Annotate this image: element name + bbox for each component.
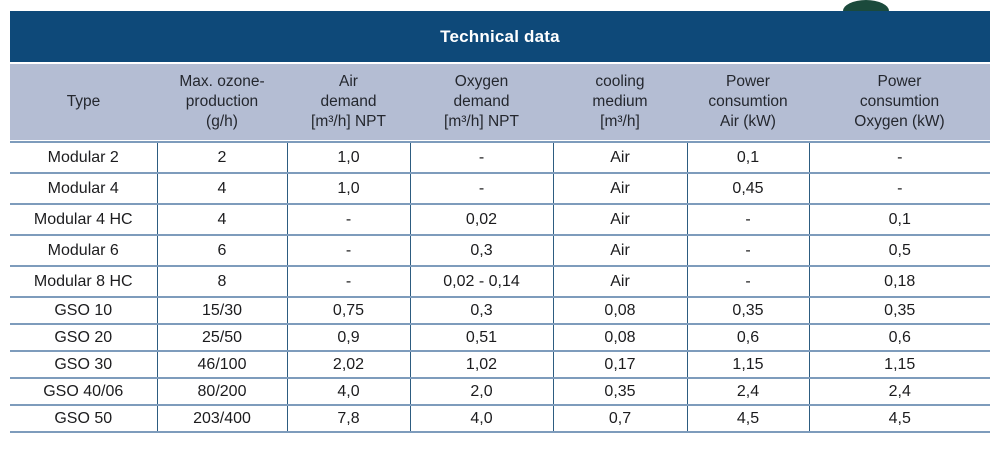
data-cell: 0,7 <box>552 405 687 433</box>
data-cell: 0,6 <box>686 324 809 352</box>
data-cell: 0,75 <box>286 297 410 325</box>
data-cell: 0,35 <box>552 378 687 406</box>
row-label: Modular 6 <box>10 235 157 267</box>
technical-data-table: Technical data Type Max. ozone- producti… <box>10 11 990 433</box>
data-cell: 0,08 <box>552 324 687 352</box>
data-cell: 0,9 <box>286 324 410 352</box>
data-cell: 0,45 <box>686 173 809 205</box>
data-cell: - <box>686 235 809 267</box>
data-cell: - <box>808 141 990 174</box>
data-cell: 0,35 <box>808 297 990 325</box>
data-cell: 80/200 <box>156 378 287 406</box>
data-cell: Air <box>552 173 687 205</box>
data-cell: 0,1 <box>808 204 990 236</box>
table-row: Modular 6 6-0,3 Air -0,5 <box>10 235 990 267</box>
data-cell: 0,35 <box>686 297 809 325</box>
data-cell: 15/30 <box>156 297 287 325</box>
data-cell: Air <box>552 141 687 174</box>
row-label: GSO 40/06 <box>10 378 157 406</box>
table-row: Modular 4 4 1,0- Air 0,45- <box>10 173 990 205</box>
table-row: GSO 20 25/50 0,9 0,51 0,08 0,6 0,6 <box>10 324 990 352</box>
data-cell: 1,0 <box>286 141 410 174</box>
green-logo-fragment <box>843 0 889 11</box>
data-cell: 1,02 <box>409 351 553 379</box>
data-cell: 1,15 <box>686 351 809 379</box>
row-label: Modular 4 <box>10 173 157 205</box>
table-title: Technical data <box>440 26 560 46</box>
column-header-ozone-production: Max. ozone- production (g/h) <box>179 73 265 130</box>
data-cell: - <box>686 266 809 298</box>
table-title-bar: Technical data <box>10 11 990 62</box>
table-row: GSO 30 46/100 2,02 1,02 0,17 1,15 1,15 <box>10 351 990 379</box>
data-cell: 2,02 <box>286 351 410 379</box>
data-cell: 0,08 <box>552 297 687 325</box>
data-cell: 1,15 <box>808 351 990 379</box>
data-cell: - <box>286 266 410 298</box>
data-cell: 0,3 <box>409 235 553 267</box>
data-cell: - <box>286 235 410 267</box>
table-row: GSO 10 15/30 0,75 0,3 0,08 0,35 0,35 <box>10 297 990 325</box>
column-header-type: Type <box>66 93 101 111</box>
table-body: Modular 2 2 1,0- Air 0,1- Modular 4 4 1,0- Air 0,… <box>10 141 990 433</box>
data-cell: 25/50 <box>156 324 287 352</box>
data-cell: 4 <box>156 204 287 236</box>
data-cell: 7,8 <box>286 405 410 433</box>
table-header-row: Type Max. ozone- production (g/h) Air de… <box>10 64 990 140</box>
data-cell: 4,5 <box>808 405 990 433</box>
column-header-power-consumption-oxygen: Power consumtion Oxygen (kW) <box>854 73 945 130</box>
data-cell: 0,02 - 0,14 <box>409 266 553 298</box>
data-cell: 2,4 <box>808 378 990 406</box>
table-row: Modular 2 2 1,0- Air 0,1- <box>10 141 990 174</box>
data-cell: Air <box>552 204 687 236</box>
column-header-oxygen-demand: Oxygen demand [m³/h] NPT <box>444 73 519 130</box>
data-cell: 0,18 <box>808 266 990 298</box>
data-cell: 0,17 <box>552 351 687 379</box>
data-cell: - <box>409 141 553 174</box>
row-label: GSO 20 <box>10 324 157 352</box>
data-cell: 4,0 <box>409 405 553 433</box>
data-cell: 2,4 <box>686 378 809 406</box>
data-cell: - <box>409 173 553 205</box>
data-cell: 203/400 <box>156 405 287 433</box>
data-cell: 0,6 <box>808 324 990 352</box>
data-cell: 6 <box>156 235 287 267</box>
table-row: GSO 40/06 80/200 4,0 2,0 0,35 2,4 2,4 <box>10 378 990 406</box>
row-label: GSO 10 <box>10 297 157 325</box>
data-cell: 0,02 <box>409 204 553 236</box>
data-cell: - <box>686 204 809 236</box>
data-cell: 0,1 <box>686 141 809 174</box>
data-cell: - <box>808 173 990 205</box>
table-body-grid: Modular 2 2 1,0- Air 0,1- Modular 4 4 1,0- Air 0,… <box>10 141 990 433</box>
table-row: GSO 50 203/400 7,8 4,0 0,7 4,5 4,5 <box>10 405 990 433</box>
data-cell: 2 <box>156 141 287 174</box>
data-cell: 0,51 <box>409 324 553 352</box>
data-cell: Air <box>552 235 687 267</box>
data-cell: 8 <box>156 266 287 298</box>
data-cell: 4 <box>156 173 287 205</box>
column-header-cooling-medium: cooling medium [m³/h] <box>592 73 648 130</box>
table-row: Modular 4 HC 4-0,02 Air -0,1 <box>10 204 990 236</box>
data-cell: - <box>286 204 410 236</box>
table-row: Modular 8 HC 8-0,02 - 0,14 Air -0,18 <box>10 266 990 298</box>
data-cell: 4,0 <box>286 378 410 406</box>
data-cell: 4,5 <box>686 405 809 433</box>
row-label: Modular 8 HC <box>10 266 157 298</box>
data-cell: 2,0 <box>409 378 553 406</box>
row-label: GSO 50 <box>10 405 157 433</box>
data-cell: 0,3 <box>409 297 553 325</box>
data-cell: 46/100 <box>156 351 287 379</box>
data-cell: 0,5 <box>808 235 990 267</box>
data-cell: Air <box>552 266 687 298</box>
column-header-air-demand: Air demand [m³/h] NPT <box>311 73 386 130</box>
column-header-power-consumption-air: Power consumtion Air (kW) <box>708 73 788 130</box>
row-label: Modular 2 <box>10 141 157 174</box>
row-label: Modular 4 HC <box>10 204 157 236</box>
data-cell: 1,0 <box>286 173 410 205</box>
row-label: GSO 30 <box>10 351 157 379</box>
